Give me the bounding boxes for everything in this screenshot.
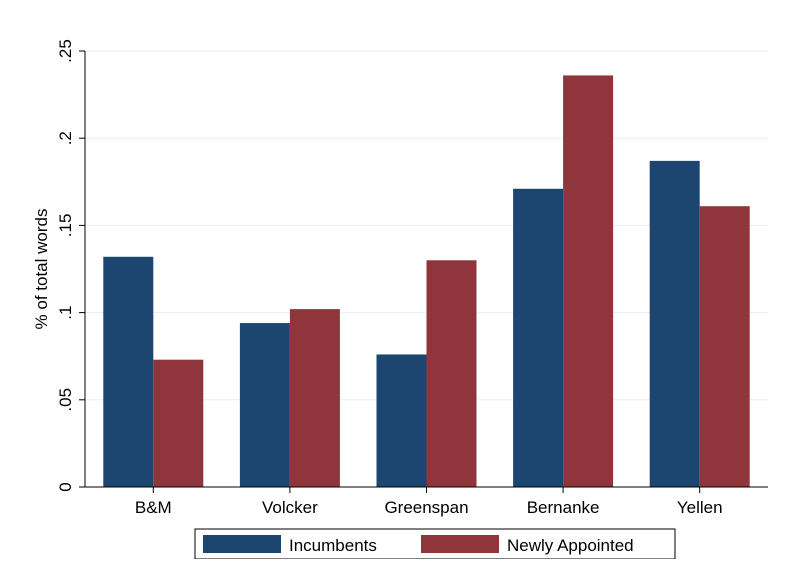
bar-newly-appointed [699, 206, 750, 487]
bar-newly-appointed [563, 75, 614, 487]
legend-label: Newly Appointed [507, 536, 634, 555]
bar-incumbents [103, 256, 154, 487]
legend-swatch [421, 535, 499, 553]
y-axis-ticks: 0 .05 .1 .15 .2 .25 [56, 39, 85, 492]
y-axis-label: % of total words [32, 209, 51, 330]
x-axis-ticks: B&M Volcker Greenspan Bernanke Yellen [135, 487, 723, 517]
bar-incumbents [649, 160, 700, 487]
y-tick-label: .05 [56, 388, 75, 412]
legend-swatch [203, 535, 281, 553]
y-tick-label: .15 [56, 214, 75, 238]
bar-incumbents [376, 354, 427, 487]
y-tick-label: 0 [56, 482, 75, 491]
x-tick-label: Yellen [677, 498, 723, 517]
bar-newly-appointed [153, 359, 204, 487]
x-tick-label: B&M [135, 498, 172, 517]
bar-newly-appointed [426, 260, 477, 487]
legend: Incumbents Newly Appointed [194, 528, 676, 560]
bar-incumbents [239, 323, 290, 487]
y-tick-label: .1 [56, 306, 75, 320]
bar-incumbents [513, 188, 564, 487]
legend-label: Incumbents [289, 536, 377, 555]
x-tick-label: Bernanke [527, 498, 600, 517]
x-tick-label: Greenspan [384, 498, 468, 517]
y-tick-label: .25 [56, 39, 75, 63]
y-tick-label: .2 [56, 131, 75, 145]
bars [103, 75, 750, 487]
bar-newly-appointed [289, 309, 340, 487]
x-tick-label: Volcker [262, 498, 318, 517]
